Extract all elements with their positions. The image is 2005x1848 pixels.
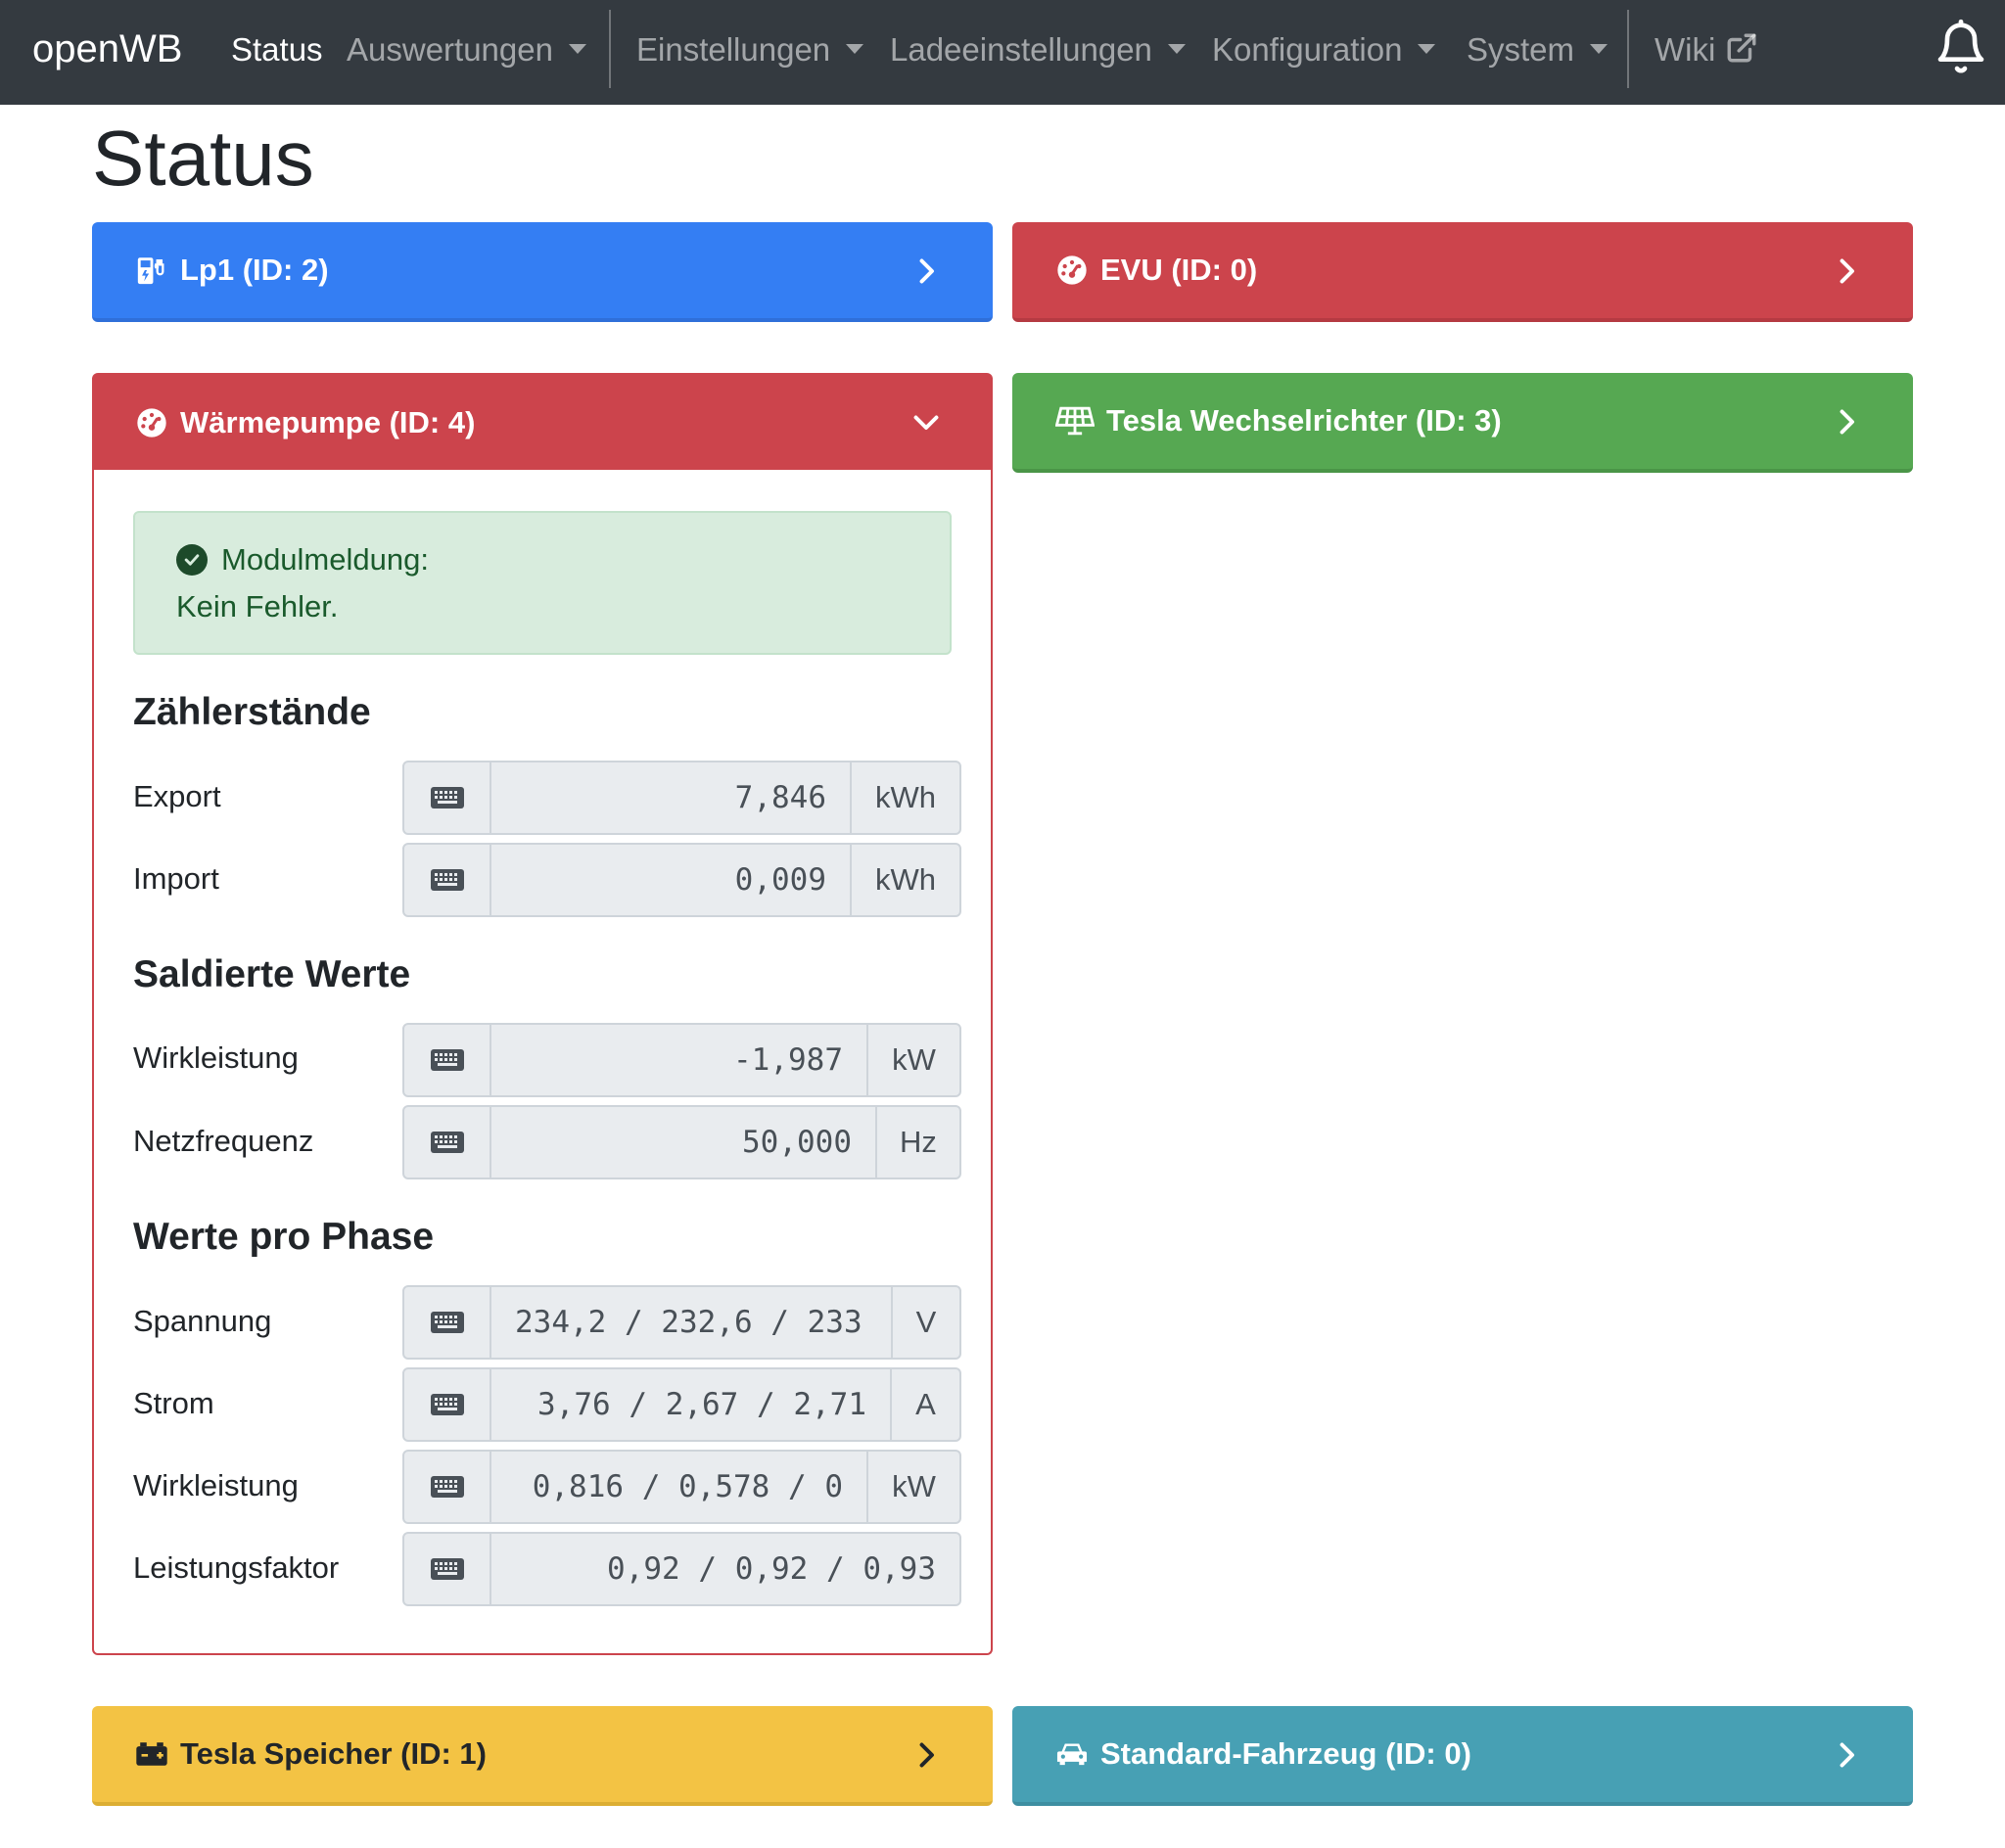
card-fahrzeug-title: Standard-Fahrzeug (ID: 0) <box>1100 1736 1471 1771</box>
netzfrequenz-label: Netzfrequenz <box>133 1124 314 1158</box>
module-status-alert: Modulmeldung: Kein Fehler. <box>133 511 952 655</box>
card-lp1-title: Lp1 (ID: 2) <box>180 253 329 287</box>
strom-value: 3,76 / 2,67 / 2,71 <box>491 1367 890 1442</box>
leistungsfaktor-value: 0,92 / 0,92 / 0,93 <box>491 1532 961 1606</box>
export-field: 7,846 kWh <box>402 761 961 835</box>
wirkleistung-phase-label: Wirkleistung <box>133 1468 299 1502</box>
nav-system-label: System <box>1467 31 1575 68</box>
export-value: 7,846 <box>491 761 850 835</box>
netzfrequenz-unit: Hz <box>875 1105 961 1179</box>
chevron-right-icon <box>1840 409 1854 435</box>
nav-auswertungen-label: Auswertungen <box>347 31 553 68</box>
wirkleistung-field: -1,987 kW <box>402 1023 961 1097</box>
export-unit: kWh <box>850 761 961 835</box>
import-value: 0,009 <box>491 843 850 917</box>
gauge-icon <box>135 406 168 439</box>
spannung-value: 234,2 / 232,6 / 233 <box>491 1285 891 1360</box>
strom-label: Strom <box>133 1386 214 1420</box>
import-label: Import <box>133 861 219 896</box>
export-label: Export <box>133 779 221 813</box>
keyboard-icon <box>402 1532 491 1606</box>
keyboard-icon <box>402 843 491 917</box>
card-tesla-wr-title: Tesla Wechselrichter (ID: 3) <box>1106 403 1502 438</box>
charging-station-icon <box>135 254 168 287</box>
battery-icon <box>135 1737 168 1771</box>
chevron-right-icon <box>919 1742 934 1768</box>
keyboard-icon <box>402 1023 491 1097</box>
caret-down-icon <box>1418 44 1436 55</box>
card-lp1-header[interactable]: Lp1 (ID: 2) <box>92 222 993 322</box>
alert-label: Modulmeldung: <box>221 542 429 577</box>
netzfrequenz-field: 50,000 Hz <box>402 1105 961 1179</box>
card-tesla-wr-header[interactable]: Tesla Wechselrichter (ID: 3) <box>1012 373 1913 473</box>
page-title: Status <box>92 115 314 202</box>
nav-status[interactable]: Status <box>231 31 323 68</box>
nav-divider <box>609 10 611 88</box>
card-waermepumpe-title: Wärmepumpe (ID: 4) <box>180 405 476 439</box>
chevron-right-icon <box>1840 1742 1854 1768</box>
solar-panel-icon <box>1055 404 1095 438</box>
card-tesla-speicher-header[interactable]: Tesla Speicher (ID: 1) <box>92 1706 993 1806</box>
wirkleistung-phase-unit: kW <box>866 1450 961 1524</box>
wirkleistung-unit: kW <box>866 1023 961 1097</box>
gauge-icon <box>1055 254 1089 287</box>
section-zaehlerstaende: Zählerstände <box>133 691 371 733</box>
keyboard-icon <box>402 1367 491 1442</box>
car-icon <box>1055 1737 1089 1771</box>
keyboard-icon <box>402 1285 491 1360</box>
navbar: openWB Status Auswertungen Einstellungen… <box>0 0 2005 105</box>
chevron-right-icon <box>1840 258 1854 284</box>
nav-ladeeinstellungen-label: Ladeeinstellungen <box>890 31 1152 68</box>
nav-divider <box>1627 10 1629 88</box>
card-fahrzeug-header[interactable]: Standard-Fahrzeug (ID: 0) <box>1012 1706 1913 1806</box>
wirkleistung-phase-field: 0,816 / 0,578 / 0 kW <box>402 1450 961 1524</box>
keyboard-icon <box>402 1105 491 1179</box>
card-waermepumpe-header[interactable]: Wärmepumpe (ID: 4) <box>92 373 993 473</box>
caret-down-icon <box>1167 44 1186 55</box>
nav-konfiguration-label: Konfiguration <box>1212 31 1403 68</box>
strom-field: 3,76 / 2,67 / 2,71 A <box>402 1367 961 1442</box>
nav-einstellungen-label: Einstellungen <box>636 31 831 68</box>
strom-unit: A <box>890 1367 961 1442</box>
keyboard-icon <box>402 1450 491 1524</box>
nav-auswertungen[interactable]: Auswertungen <box>347 31 586 69</box>
caret-down-icon <box>846 44 864 55</box>
card-evu-title: EVU (ID: 0) <box>1100 253 1258 287</box>
nav-ladeeinstellungen[interactable]: Ladeeinstellungen <box>890 31 1186 69</box>
nav-system[interactable]: System <box>1467 31 1609 69</box>
chevron-right-icon <box>919 258 934 284</box>
alert-text: Kein Fehler. <box>176 589 339 624</box>
caret-down-icon <box>568 44 586 55</box>
section-werte-pro-phase: Werte pro Phase <box>133 1216 435 1258</box>
section-saldierte-werte: Saldierte Werte <box>133 953 411 995</box>
leistungsfaktor-label: Leistungsfaktor <box>133 1550 340 1585</box>
wirkleistung-value: -1,987 <box>491 1023 866 1097</box>
nav-wiki[interactable]: Wiki <box>1655 31 1758 69</box>
keyboard-icon <box>402 761 491 835</box>
card-tesla-speicher-title: Tesla Speicher (ID: 1) <box>180 1736 487 1771</box>
nav-einstellungen[interactable]: Einstellungen <box>636 31 864 69</box>
leistungsfaktor-field: 0,92 / 0,92 / 0,93 <box>402 1532 961 1606</box>
caret-down-icon <box>1590 44 1609 55</box>
netzfrequenz-value: 50,000 <box>491 1105 875 1179</box>
spannung-label: Spannung <box>133 1304 272 1338</box>
wirkleistung-phase-value: 0,816 / 0,578 / 0 <box>491 1450 866 1524</box>
nav-konfiguration[interactable]: Konfiguration <box>1212 31 1436 69</box>
import-field: 0,009 kWh <box>402 843 961 917</box>
import-unit: kWh <box>850 843 961 917</box>
check-circle-icon <box>176 544 208 576</box>
bell-icon[interactable] <box>1934 18 1988 78</box>
external-link-icon <box>1727 33 1756 63</box>
spannung-field: 234,2 / 232,6 / 233 V <box>402 1285 961 1360</box>
spannung-unit: V <box>891 1285 961 1360</box>
brand-logo[interactable]: openWB <box>32 27 183 70</box>
wirkleistung-label: Wirkleistung <box>133 1040 299 1075</box>
card-evu-header[interactable]: EVU (ID: 0) <box>1012 222 1913 322</box>
chevron-down-icon <box>913 415 939 430</box>
nav-wiki-label: Wiki <box>1655 31 1716 68</box>
